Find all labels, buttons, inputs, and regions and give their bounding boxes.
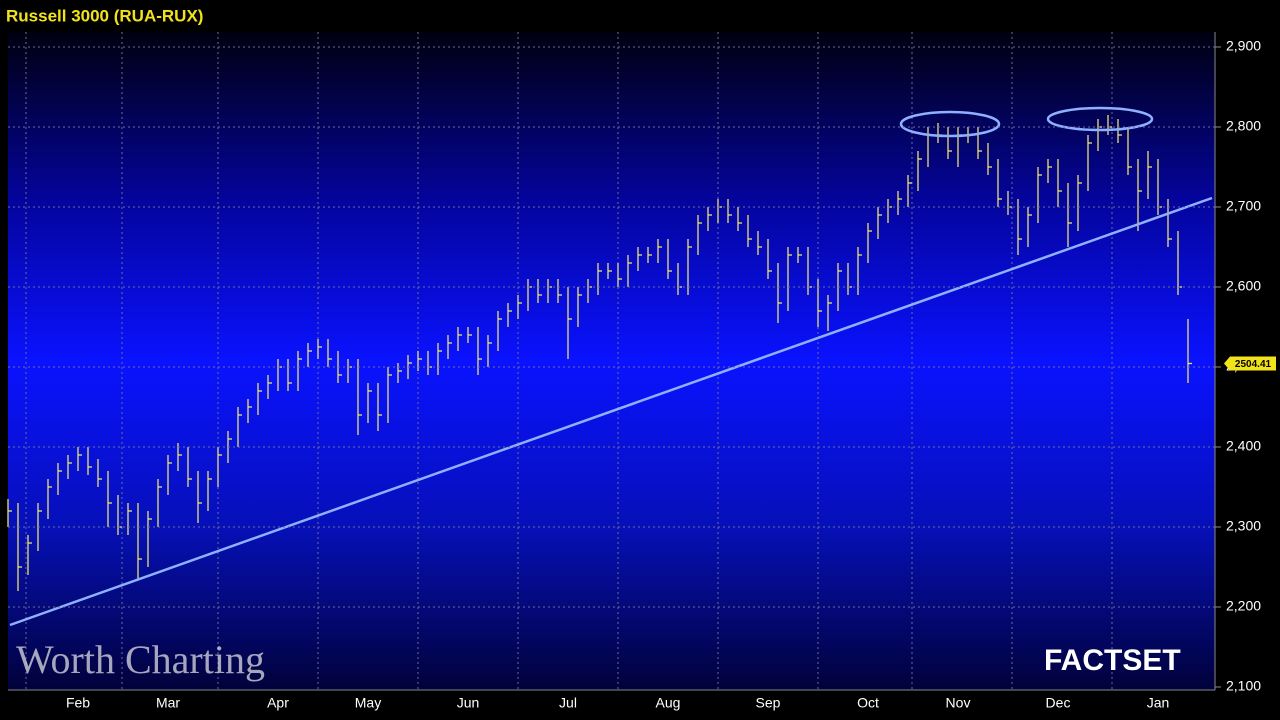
y-tick-label: 2,300 [1226,518,1261,534]
trendline [9,196,1213,627]
last-value-label: 2504.41 [1235,359,1272,370]
x-tick-label: Nov [946,695,971,711]
x-tick-label: Jan [1147,695,1170,711]
x-tick-label: Apr [267,695,289,711]
highlight-ellipse [1046,106,1154,132]
y-tick-label: 2,200 [1226,598,1261,614]
last-value-marker [1224,356,1276,371]
highlight-ellipse [899,110,1001,138]
y-tick-label: 2,800 [1226,118,1261,134]
y-tick-label: 2,600 [1226,278,1261,294]
x-tick-label: Jun [457,695,480,711]
ohlc-bars [7,115,1192,591]
x-tick-label: Dec [1046,695,1071,711]
y-tick-label: 2,700 [1226,198,1261,214]
x-tick-label: May [355,695,381,711]
y-tick-label: 2,100 [1226,678,1261,694]
x-tick-label: Feb [66,695,90,711]
source-logo: FACTSET [1044,644,1181,677]
watermark: Worth Charting [16,637,265,682]
chart-title: Russell 3000 (RUA-RUX) [6,6,203,25]
x-tick-label: Sep [756,695,781,711]
x-tick-label: Mar [156,695,180,711]
x-tick-label: Aug [656,695,681,711]
x-tick-label: Jul [559,695,577,711]
y-tick-label: 2,900 [1226,38,1261,54]
y-tick-label: 2,400 [1226,438,1261,454]
plot-area [8,32,1215,690]
x-tick-label: Oct [857,695,879,711]
